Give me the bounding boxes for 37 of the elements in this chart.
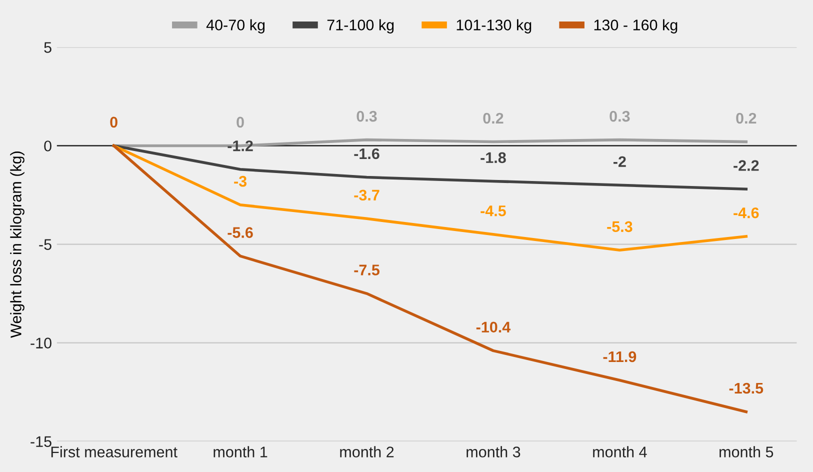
data-label: -7.5 [354, 264, 380, 276]
y-tick-label: -5 [39, 239, 52, 250]
data-label: -4.6 [734, 207, 759, 218]
legend-label: 101-130 kg [456, 19, 532, 34]
x-tick-label: month 3 [466, 446, 520, 458]
x-tick-label: First measurement [51, 446, 178, 458]
data-label: -10.4 [476, 322, 511, 333]
legend-label: 40-70 kg [206, 19, 265, 34]
data-label: 0.3 [356, 110, 377, 122]
x-tick-label: month 1 [214, 446, 268, 458]
data-label: -4.5 [480, 206, 506, 216]
y-tick-label: -15 [30, 436, 52, 448]
data-label: -3.7 [354, 190, 380, 201]
x-tick-label: month 2 [340, 446, 394, 458]
data-label: -1.2 [228, 140, 253, 152]
data-label: -2.2 [734, 160, 759, 171]
x-tick-label: month 4 [593, 446, 647, 458]
data-label: 0.3 [610, 110, 630, 122]
data-label: -1.8 [480, 152, 506, 164]
y-tick-label: -10 [30, 338, 52, 348]
legend-label: 71-100 kg [327, 19, 394, 34]
data-label: -13.5 [729, 382, 764, 394]
data-label: -3 [234, 176, 247, 187]
data-label: 0.2 [483, 112, 504, 124]
y-tick-label: 0 [44, 140, 52, 152]
legend-label: 130 - 160 kg [594, 19, 678, 34]
y-tick-label: 5 [44, 42, 52, 53]
data-label: -5.6 [228, 227, 253, 238]
data-label: -2 [613, 156, 626, 167]
data-label: 0 [110, 116, 118, 128]
y-axis-title: Weight loss in kilogram (kg) [10, 152, 24, 338]
data-label: -11.9 [603, 351, 636, 362]
data-label: -5.3 [607, 221, 632, 232]
data-label: -1.6 [354, 148, 380, 160]
data-label: 0.2 [736, 112, 756, 124]
x-tick-label: month 5 [720, 446, 774, 458]
data-label: 0 [236, 116, 244, 128]
